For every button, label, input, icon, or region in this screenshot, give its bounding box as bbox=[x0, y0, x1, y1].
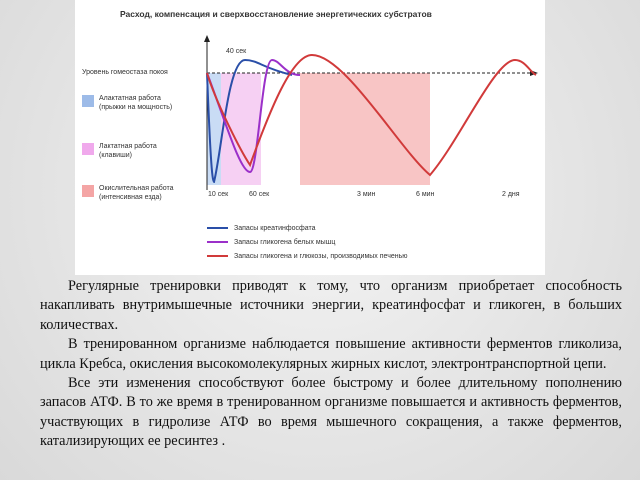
zone-swatch bbox=[82, 143, 94, 155]
curve-creatine bbox=[206, 58, 293, 184]
figure: Расход, компенсация и сверхвосстановлени… bbox=[82, 9, 538, 260]
zone-label: Лактатная работа bbox=[99, 142, 157, 150]
zone-oxidative bbox=[300, 73, 430, 185]
body-text: Регулярные тренировки приводят к тому, ч… bbox=[40, 277, 622, 452]
baseline-label: Уровень гомеостаза покоя bbox=[82, 69, 168, 76]
zone-swatch bbox=[82, 95, 94, 107]
paragraph: Все эти изменения способствуют более быс… bbox=[40, 375, 622, 450]
legend-label: Запасы гликогена белых мышц bbox=[234, 238, 335, 246]
zone-note: (интенсивная езда) bbox=[99, 194, 162, 201]
legend-label: Запасы креатинфосфата bbox=[234, 225, 316, 232]
zone-label: Алактатная работа bbox=[99, 94, 161, 102]
zone-label: Окислительная работа bbox=[99, 184, 174, 192]
time-label: 40 сек bbox=[226, 48, 247, 55]
time-label: 6 мин bbox=[416, 191, 435, 198]
y-arrow bbox=[204, 35, 210, 42]
curve-muscle-glycogen bbox=[206, 58, 301, 174]
zone-swatch bbox=[82, 185, 94, 197]
time-label: 60 сек bbox=[249, 191, 270, 198]
legend-label: Запасы гликогена и глюкозы, производимых… bbox=[234, 253, 408, 260]
zone-note: (прыжки на мощность) bbox=[99, 104, 172, 111]
time-label: 10 сек bbox=[208, 191, 229, 198]
figure-title: Расход, компенсация и сверхвосстановлени… bbox=[120, 9, 432, 19]
time-label: 2 дня bbox=[502, 191, 520, 198]
zone-note: (клавиши) bbox=[99, 152, 132, 159]
paragraph: В тренированном организме наблюдается по… bbox=[40, 336, 622, 372]
curve-liver-glycogen bbox=[206, 53, 537, 177]
paragraph: Регулярные тренировки приводят к тому, ч… bbox=[40, 278, 622, 333]
time-label: 3 мин bbox=[357, 191, 376, 198]
